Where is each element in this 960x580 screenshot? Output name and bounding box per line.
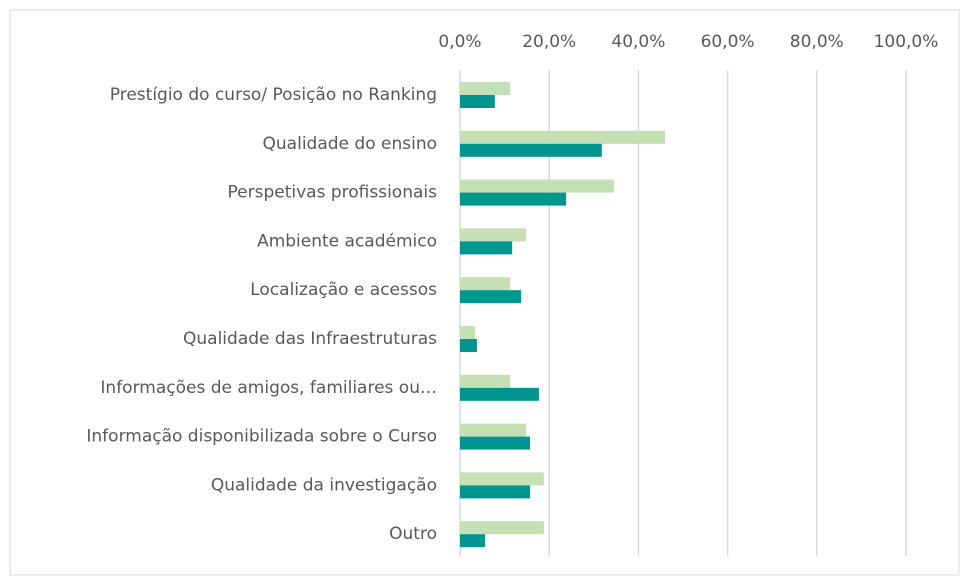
bar: [460, 277, 510, 291]
bar: [460, 179, 614, 193]
y-tick-label: Perspetivas profissionais: [228, 183, 438, 203]
bar: [460, 423, 527, 437]
bar: [460, 485, 531, 499]
y-tick-label: Prestígio do curso/ Posição no Ranking: [110, 85, 437, 105]
y-tick-label: Informação disponibilizada sobre o Curso: [86, 427, 437, 447]
bar: [460, 95, 495, 108]
bar: [460, 192, 567, 206]
y-tick-label: Qualidade da investigação: [211, 475, 437, 495]
bar: [460, 436, 531, 450]
bar: [460, 228, 527, 242]
y-tick-label: Outro: [389, 524, 437, 544]
bar: [460, 534, 485, 548]
y-tick-label: Informações de amigos, familiares ou…: [100, 378, 437, 398]
y-tick-label: Localização e acessos: [250, 280, 437, 300]
x-tick-label: 20,0%: [522, 32, 576, 52]
y-tick-label: Qualidade das Infraestruturas: [183, 329, 437, 349]
bar: [460, 82, 510, 95]
bar: [460, 339, 477, 352]
bar: [460, 130, 666, 144]
x-tick-label: 0,0%: [438, 32, 481, 52]
bar: [460, 326, 476, 339]
bar: [460, 374, 510, 388]
bar: [460, 241, 513, 255]
x-tick-label: 40,0%: [611, 32, 665, 52]
bar: [460, 143, 602, 157]
bar: [460, 472, 544, 486]
x-tick-label: 60,0%: [701, 32, 755, 52]
y-tick-label: Qualidade do ensino: [263, 134, 437, 154]
bar: [460, 387, 539, 401]
x-tick-label: 80,0%: [790, 32, 844, 52]
bar: [460, 290, 522, 304]
bar: [460, 521, 544, 535]
y-tick-label: Ambiente académico: [257, 231, 437, 251]
x-tick-label: 100,0%: [874, 32, 939, 52]
